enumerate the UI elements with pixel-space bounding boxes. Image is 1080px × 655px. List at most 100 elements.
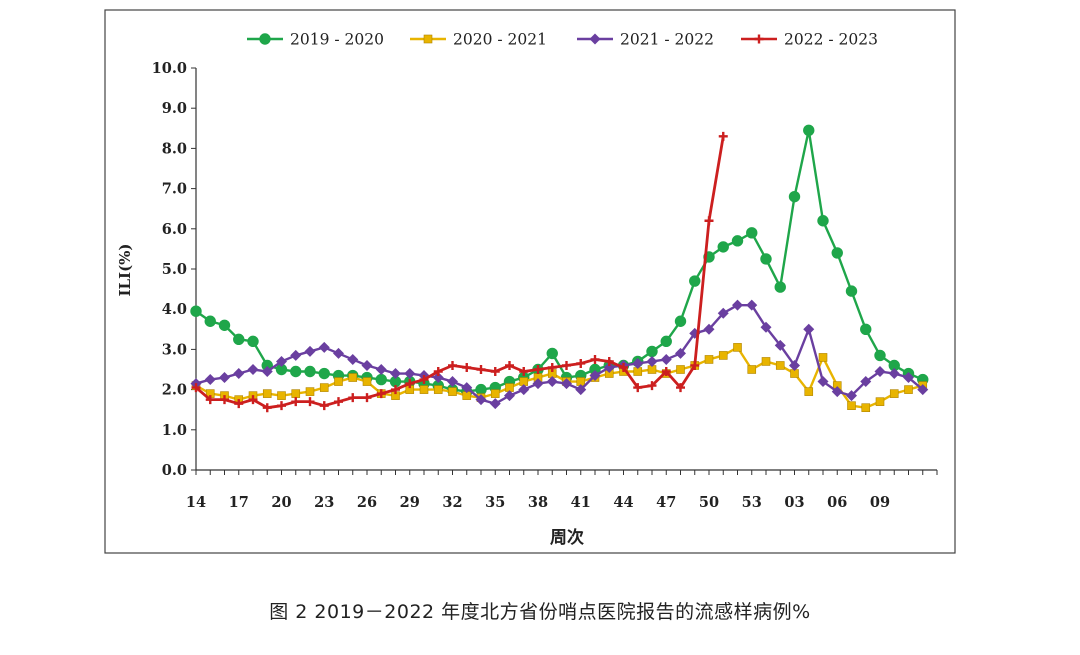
data-point	[276, 355, 287, 367]
data-point	[731, 235, 744, 247]
data-point	[375, 364, 387, 375]
data-point	[375, 373, 387, 386]
y-tick-label: 2.0	[162, 382, 187, 399]
data-point	[547, 362, 557, 372]
data-point	[847, 401, 856, 410]
data-point	[533, 365, 543, 374]
data-point	[490, 367, 500, 377]
data-point	[575, 384, 587, 396]
x-tick-label: 32	[442, 494, 462, 511]
data-point	[546, 376, 558, 388]
data-point	[277, 391, 286, 400]
data-point	[760, 253, 772, 265]
data-point	[247, 335, 259, 348]
data-point	[204, 374, 216, 386]
y-tick-label: 5.0	[162, 261, 187, 278]
data-point	[448, 387, 457, 396]
y-tick-label: 0.0	[162, 462, 187, 479]
data-point	[261, 366, 273, 378]
data-point	[475, 394, 487, 406]
data-point	[191, 383, 201, 393]
data-point	[234, 399, 244, 409]
data-point	[362, 393, 372, 403]
data-point	[419, 385, 429, 394]
data-point	[676, 383, 685, 393]
data-point	[674, 315, 687, 327]
data-point	[589, 370, 601, 382]
data-point	[448, 360, 457, 370]
data-point	[619, 362, 628, 372]
data-point	[190, 305, 202, 317]
data-point	[390, 368, 401, 380]
series-2022-2023	[191, 131, 728, 413]
data-point	[632, 357, 644, 369]
legend-label: 2021 - 2022	[620, 31, 714, 49]
data-point	[747, 365, 757, 374]
y-axis-label: ILI(%)	[116, 243, 134, 296]
series-2021-2022	[190, 299, 929, 410]
data-point	[218, 319, 231, 331]
data-point	[803, 124, 815, 137]
data-point	[304, 345, 316, 357]
axes-layer: 0.0 1.0 2.0 3.0 4.0 5.0 6.0 7.0 8.0 9.0 10.0 14 17 20…	[152, 60, 938, 511]
data-point	[432, 372, 444, 384]
data-point	[405, 379, 415, 389]
data-point	[362, 377, 372, 386]
data-point	[818, 353, 828, 362]
data-point	[334, 377, 343, 386]
data-point	[733, 343, 742, 352]
data-point	[333, 347, 344, 359]
data-point	[505, 360, 514, 370]
data-point	[532, 378, 544, 390]
legend-label: 2019 - 2020	[290, 31, 384, 49]
data-point	[661, 367, 671, 377]
data-point	[789, 359, 800, 371]
x-tick-label: 09	[870, 494, 890, 511]
legend-label: 2022 - 2023	[784, 31, 878, 49]
data-point	[647, 381, 657, 391]
data-point	[804, 387, 814, 396]
data-point	[831, 247, 843, 259]
data-point	[291, 389, 301, 398]
figure-caption: 图 2 2019－2022 年度北方省份哨点医院报告的流感样病例%	[269, 601, 811, 623]
data-point	[660, 335, 672, 348]
data-point	[775, 361, 785, 370]
data-point	[305, 387, 315, 396]
data-point	[718, 131, 728, 141]
y-tick-label: 8.0	[162, 140, 187, 157]
x-tick-label: 53	[742, 494, 762, 511]
x-tick-label: 41	[571, 494, 591, 511]
data-point	[888, 368, 900, 380]
data-point	[660, 353, 672, 365]
data-point	[861, 403, 871, 412]
data-point	[518, 384, 530, 396]
data-point	[576, 358, 586, 368]
data-point	[475, 383, 487, 396]
data-point	[318, 367, 330, 380]
data-point	[703, 323, 715, 335]
x-tick-label: 47	[656, 494, 676, 511]
y-tick-label: 1.0	[162, 422, 187, 439]
data-point	[761, 357, 771, 366]
x-tick-label: 03	[784, 494, 804, 511]
data-point	[546, 347, 558, 360]
data-point	[233, 333, 245, 346]
legend-entry: 2021 - 2022	[577, 31, 714, 49]
x-tick-label: 35	[485, 494, 505, 511]
data-point	[717, 241, 729, 253]
data-point	[746, 299, 758, 311]
data-point	[376, 389, 386, 399]
data-point	[917, 384, 929, 396]
data-point	[704, 216, 714, 226]
data-point	[732, 299, 743, 311]
data-point	[590, 354, 600, 364]
data-point	[220, 395, 229, 405]
data-point	[476, 365, 486, 374]
data-point	[718, 351, 728, 360]
legend-entry: 2020 - 2021	[410, 31, 547, 49]
data-point	[717, 307, 729, 319]
data-point	[774, 281, 786, 293]
y-tick-label: 7.0	[162, 181, 187, 198]
data-point	[348, 373, 358, 382]
data-point	[633, 383, 643, 393]
